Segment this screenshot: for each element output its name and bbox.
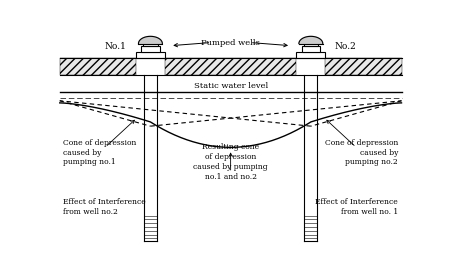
Bar	[296, 52, 325, 58]
Text: Static water level: Static water level	[194, 82, 268, 90]
Polygon shape	[299, 36, 323, 43]
Text: Resulting cone
of depression
caused by pumping
no.1 and no.2: Resulting cone of depression caused by p…	[194, 143, 268, 180]
Bar	[136, 52, 165, 58]
Text: Effect of Interference
from well no.2: Effect of Interference from well no.2	[63, 198, 146, 216]
Bar	[143, 43, 157, 46]
Text: No.2: No.2	[335, 42, 356, 51]
Bar	[165, 58, 296, 75]
Bar	[141, 46, 160, 52]
Bar	[302, 46, 320, 52]
Bar	[304, 43, 318, 46]
Text: Cone of depression
caused by
pumping no.2: Cone of depression caused by pumping no.…	[324, 139, 398, 166]
Text: Pumped wells: Pumped wells	[201, 39, 260, 46]
Text: No.1: No.1	[104, 42, 126, 51]
Bar	[60, 58, 136, 75]
Polygon shape	[139, 36, 162, 43]
Text: Effect of Interference
from well no. 1: Effect of Interference from well no. 1	[315, 198, 398, 216]
Bar	[325, 58, 401, 75]
Text: Cone of depression
caused by
pumping no.1: Cone of depression caused by pumping no.…	[63, 139, 137, 166]
